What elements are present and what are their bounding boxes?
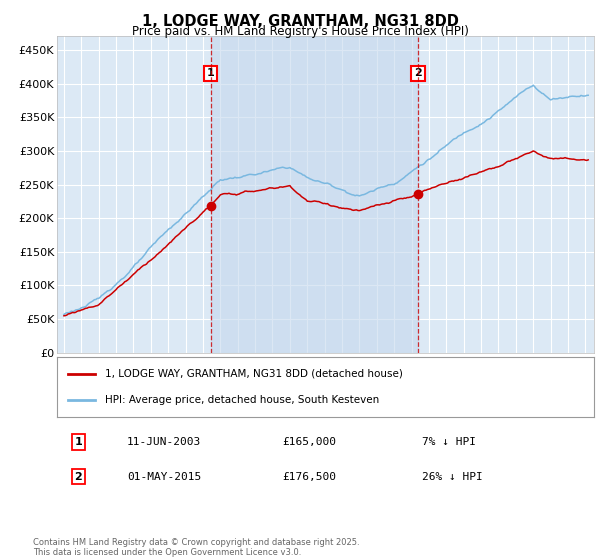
Text: 7% ↓ HPI: 7% ↓ HPI xyxy=(422,437,476,447)
Text: 1: 1 xyxy=(207,68,215,78)
Text: 1: 1 xyxy=(74,437,82,447)
Text: 1, LODGE WAY, GRANTHAM, NG31 8DD: 1, LODGE WAY, GRANTHAM, NG31 8DD xyxy=(142,14,458,29)
Text: 01-MAY-2015: 01-MAY-2015 xyxy=(127,472,201,482)
Text: 26% ↓ HPI: 26% ↓ HPI xyxy=(422,472,483,482)
Text: 2: 2 xyxy=(74,472,82,482)
Bar xyxy=(211,36,418,353)
Text: HPI: Average price, detached house, South Kesteven: HPI: Average price, detached house, Sout… xyxy=(106,395,380,405)
Text: 11-JUN-2003: 11-JUN-2003 xyxy=(127,437,201,447)
Text: 1, LODGE WAY, GRANTHAM, NG31 8DD (detached house): 1, LODGE WAY, GRANTHAM, NG31 8DD (detach… xyxy=(106,368,403,379)
Text: £176,500: £176,500 xyxy=(283,472,337,482)
Text: £165,000: £165,000 xyxy=(283,437,337,447)
Text: Contains HM Land Registry data © Crown copyright and database right 2025.
This d: Contains HM Land Registry data © Crown c… xyxy=(33,538,359,557)
Text: Price paid vs. HM Land Registry's House Price Index (HPI): Price paid vs. HM Land Registry's House … xyxy=(131,25,469,38)
Text: 2: 2 xyxy=(414,68,422,78)
